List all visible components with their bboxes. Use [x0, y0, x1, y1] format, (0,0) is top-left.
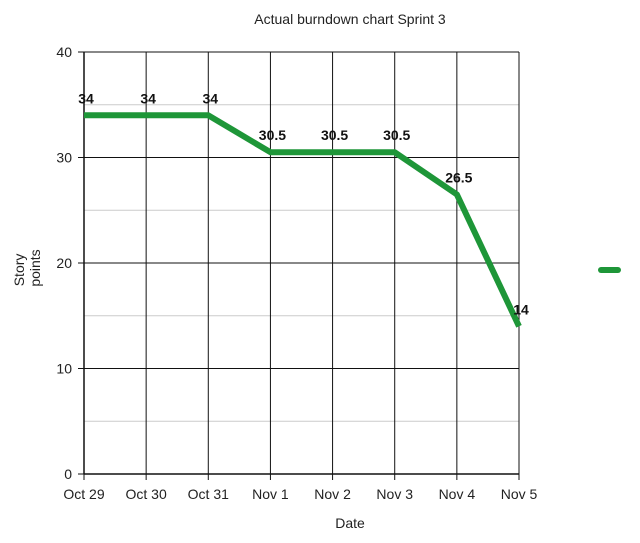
y-axis-title-line-2: points: [27, 249, 43, 286]
y-axis-title-line-1: Story: [11, 254, 27, 287]
x-tick-label: Nov 1: [252, 486, 289, 502]
y-tick-label: 10: [56, 361, 72, 377]
chart-title: Actual burndown chart Sprint 3: [254, 11, 446, 27]
x-tick-labels: Oct 29 Oct 30 Oct 31 Nov 1 Nov 2 Nov 3 Nov 4 No…: [63, 486, 537, 502]
series-layer: [84, 115, 519, 326]
y-tick-labels: 0 10 20 30 40: [56, 44, 72, 482]
data-label: 34: [202, 90, 218, 106]
data-label: 34: [78, 90, 94, 106]
x-axis-title: Date: [335, 515, 365, 531]
x-tick-label: Oct 30: [126, 486, 167, 502]
x-tick-label: Oct 31: [188, 486, 229, 502]
x-tick-label: Nov 5: [501, 486, 538, 502]
y-tick-label: 40: [56, 44, 72, 60]
y-axis-title: Story points: [11, 249, 43, 286]
y-tick-label: 20: [56, 255, 72, 271]
x-tick-label: Nov 4: [439, 486, 476, 502]
y-tick-label: 30: [56, 150, 72, 166]
x-tick-label: Nov 3: [376, 486, 413, 502]
data-label: 34: [140, 90, 156, 106]
data-label: 26.5: [445, 169, 472, 185]
series-line: [84, 115, 519, 326]
data-label: 30.5: [383, 127, 410, 143]
data-label: 14: [513, 301, 529, 317]
x-tick-label: Oct 29: [63, 486, 104, 502]
data-label: 30.5: [321, 127, 348, 143]
y-tick-label: 0: [64, 466, 72, 482]
x-tick-label: Nov 2: [314, 486, 351, 502]
data-label: 30.5: [259, 127, 286, 143]
